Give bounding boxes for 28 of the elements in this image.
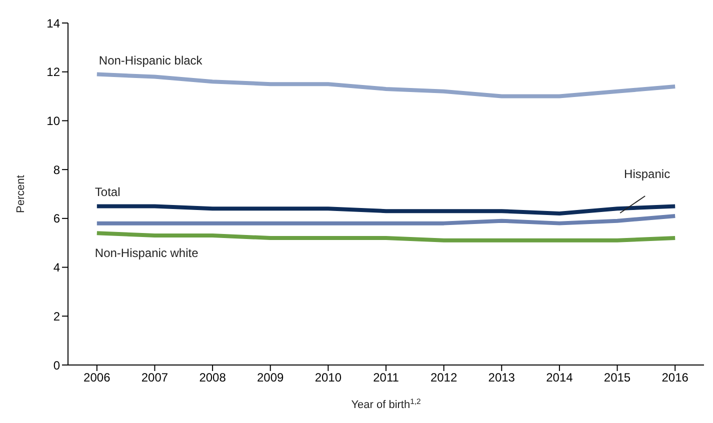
x-tick-label: 2013 [488, 370, 516, 385]
series-label: Non-Hispanic white [94, 246, 199, 260]
series-label: Total [94, 185, 120, 200]
y-tick-label: 4 [53, 260, 60, 275]
y-tick-label: 2 [53, 309, 60, 324]
x-tick-label: 2010 [314, 370, 342, 385]
series-label: Non-Hispanic black [98, 53, 204, 68]
x-tick-label: 2006 [84, 370, 111, 385]
line-series [94, 72, 678, 98]
x-tick-label: 2008 [199, 370, 226, 385]
x-tick-label: 2016 [662, 370, 689, 385]
y-tick-label: 8 [53, 162, 60, 177]
line-series [94, 204, 678, 216]
x-tick-label: 2012 [430, 370, 458, 385]
x-tick-label: 2014 [546, 370, 574, 385]
y-tick-label: 12 [46, 65, 60, 80]
y-tick-label: 0 [53, 358, 60, 372]
y-tick-label: 10 [46, 114, 60, 128]
x-tick-label: 2015 [604, 370, 631, 385]
text: Hispanic [624, 166, 670, 181]
line-series [94, 231, 678, 242]
x-tick-label: 2011 [373, 370, 400, 385]
y-axis-title: Percent [14, 175, 27, 213]
y-tick-label: 6 [53, 212, 60, 226]
x-axis-title: Year of birth$^{1,2}$ [351, 396, 421, 411]
x-tick-label: 2009 [257, 370, 284, 385]
y-tick-label: 14 [46, 16, 60, 30]
x-tick-label: 2007 [141, 370, 168, 385]
